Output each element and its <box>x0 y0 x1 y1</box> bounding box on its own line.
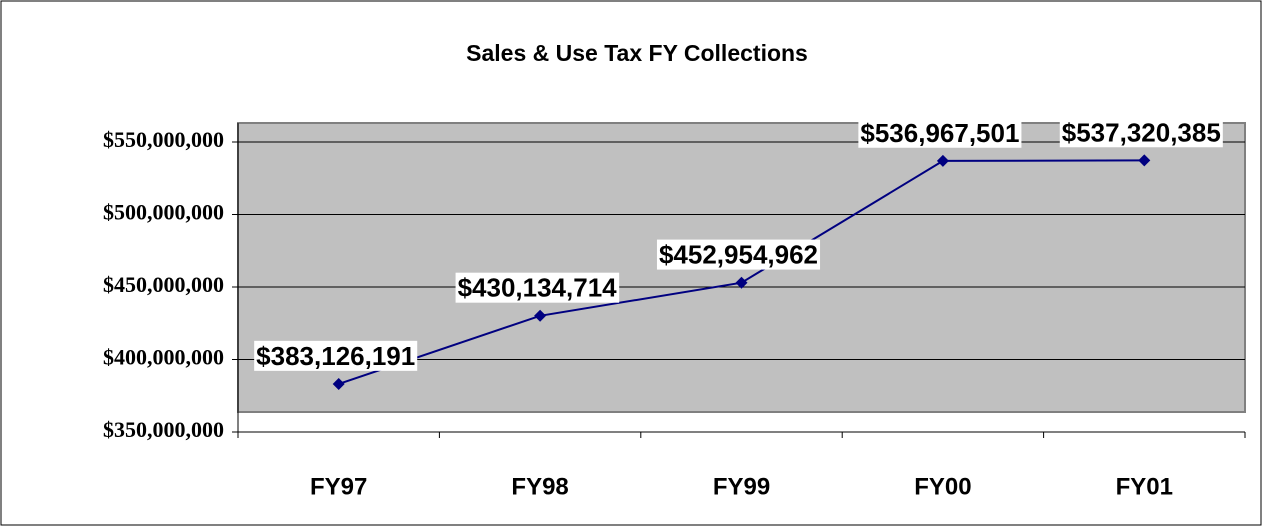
data-label-bg <box>254 340 418 371</box>
data-label-bg <box>1059 117 1223 148</box>
data-label: $430,134,714 <box>458 273 618 303</box>
data-label-bg <box>455 272 620 303</box>
data-label-group: $537,320,385 <box>1059 117 1223 148</box>
data-label-bg <box>656 239 821 270</box>
data-point <box>735 276 748 289</box>
x-tick-label: FY00 <box>914 473 971 500</box>
chart-title: Sales & Use Tax FY Collections <box>466 40 808 66</box>
x-tick-label: FY99 <box>713 473 770 500</box>
y-tick-label: $350,000,000 <box>103 417 224 442</box>
x-tick-label: FY01 <box>1116 473 1173 500</box>
data-point <box>936 154 949 167</box>
x-tick-label: FY97 <box>310 473 367 500</box>
y-tick-label: $450,000,000 <box>103 272 224 297</box>
data-label-group: $383,126,191 <box>254 340 418 371</box>
data-label-group: $430,134,714 <box>455 272 620 303</box>
data-label-group: $536,967,501 <box>858 117 1022 148</box>
data-label: $537,320,385 <box>1062 117 1221 147</box>
data-point <box>1138 154 1151 167</box>
data-label-bg <box>858 117 1022 148</box>
data-label: $383,126,191 <box>256 341 415 371</box>
x-tick-label: FY98 <box>511 473 568 500</box>
y-tick-label: $500,000,000 <box>103 200 224 225</box>
data-label: $536,967,501 <box>860 118 1019 148</box>
data-label-group: $452,954,962 <box>656 239 821 270</box>
y-tick-label: $400,000,000 <box>103 345 224 370</box>
y-tick-label: $550,000,000 <box>103 127 224 152</box>
data-label: $452,954,962 <box>659 240 818 270</box>
data-point <box>534 309 547 322</box>
data-point <box>332 377 345 390</box>
